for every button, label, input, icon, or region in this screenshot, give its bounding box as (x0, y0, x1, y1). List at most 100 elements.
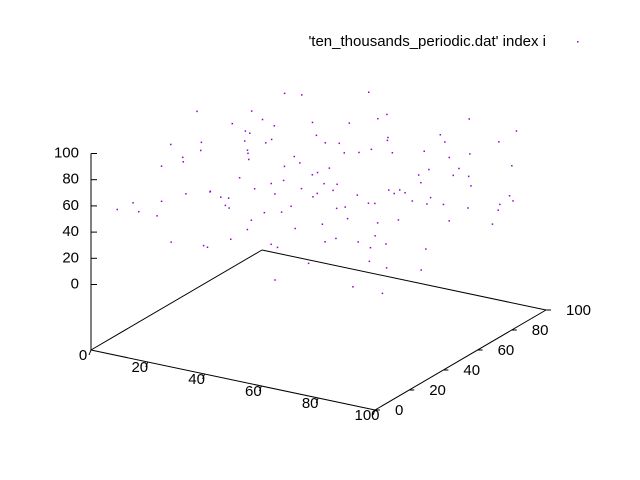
point (276, 246, 279, 249)
point (367, 202, 370, 204)
point (377, 117, 379, 120)
point (498, 141, 500, 143)
x-tick (258, 385, 262, 392)
point (273, 125, 276, 127)
point (332, 189, 334, 192)
point (411, 200, 414, 202)
point (293, 155, 296, 158)
point (324, 142, 327, 144)
point (238, 177, 241, 179)
point (290, 205, 292, 208)
point (356, 194, 359, 196)
point (250, 219, 253, 221)
point (391, 152, 394, 154)
point (220, 196, 222, 198)
point (508, 195, 511, 197)
point (270, 243, 272, 246)
point (468, 118, 470, 120)
axis-border (90, 249, 263, 351)
x-tick-label: 80 (302, 395, 319, 412)
x-tick-label: 20 (131, 359, 148, 376)
point (283, 165, 286, 168)
point (335, 207, 338, 210)
point (132, 202, 134, 204)
y-tick-label: 100 (566, 302, 591, 319)
point (283, 92, 286, 95)
point (224, 204, 227, 207)
point (374, 235, 376, 237)
point (420, 181, 422, 184)
point (264, 142, 267, 144)
point (274, 193, 276, 195)
point (499, 203, 501, 206)
point (352, 286, 354, 288)
legend-sample (577, 41, 579, 43)
point (311, 174, 314, 176)
point (209, 191, 211, 193)
point (138, 210, 140, 213)
point (244, 130, 247, 132)
x-tick (372, 409, 376, 416)
point (324, 241, 326, 243)
point (385, 243, 387, 245)
point (316, 192, 318, 195)
point (386, 139, 389, 142)
point (370, 148, 373, 151)
point (512, 200, 514, 202)
point (316, 171, 319, 174)
axis-border (374, 309, 547, 411)
point (160, 200, 163, 203)
point (388, 189, 390, 191)
point (246, 228, 249, 231)
point (323, 182, 325, 185)
point (200, 141, 203, 144)
point (387, 136, 389, 139)
point (299, 162, 301, 164)
point (250, 110, 253, 112)
point (300, 187, 303, 190)
point (397, 219, 400, 221)
point (452, 174, 454, 177)
point (357, 241, 359, 243)
point (369, 246, 372, 249)
point (346, 217, 349, 220)
z-tick-label: 0 (71, 275, 79, 292)
point (200, 149, 202, 152)
point (467, 175, 470, 178)
point (336, 183, 338, 186)
legend-label: 'ten_thousands_periodic.dat' index i (308, 33, 546, 50)
point (181, 156, 184, 159)
point (515, 130, 518, 132)
point (202, 244, 205, 247)
point (404, 192, 406, 194)
point (448, 156, 451, 159)
point (469, 153, 471, 155)
x-tick (145, 361, 149, 368)
point (442, 203, 445, 206)
x-tick (202, 373, 206, 380)
point (185, 193, 187, 195)
point (312, 196, 314, 198)
point (246, 149, 249, 151)
point (368, 260, 371, 263)
point (231, 122, 234, 125)
point (206, 246, 209, 249)
point (315, 134, 318, 137)
point (307, 262, 310, 265)
z-tick-label: 100 (54, 144, 79, 161)
point (263, 211, 266, 214)
point (270, 138, 273, 141)
point (385, 267, 388, 269)
point (491, 223, 494, 225)
point (311, 121, 314, 124)
point (448, 220, 450, 222)
point (170, 241, 172, 243)
z-tick-label: 80 (62, 171, 79, 188)
point (343, 152, 346, 154)
point (170, 143, 172, 146)
point (270, 182, 272, 185)
point (228, 207, 230, 209)
point (393, 192, 396, 195)
point (116, 208, 118, 211)
